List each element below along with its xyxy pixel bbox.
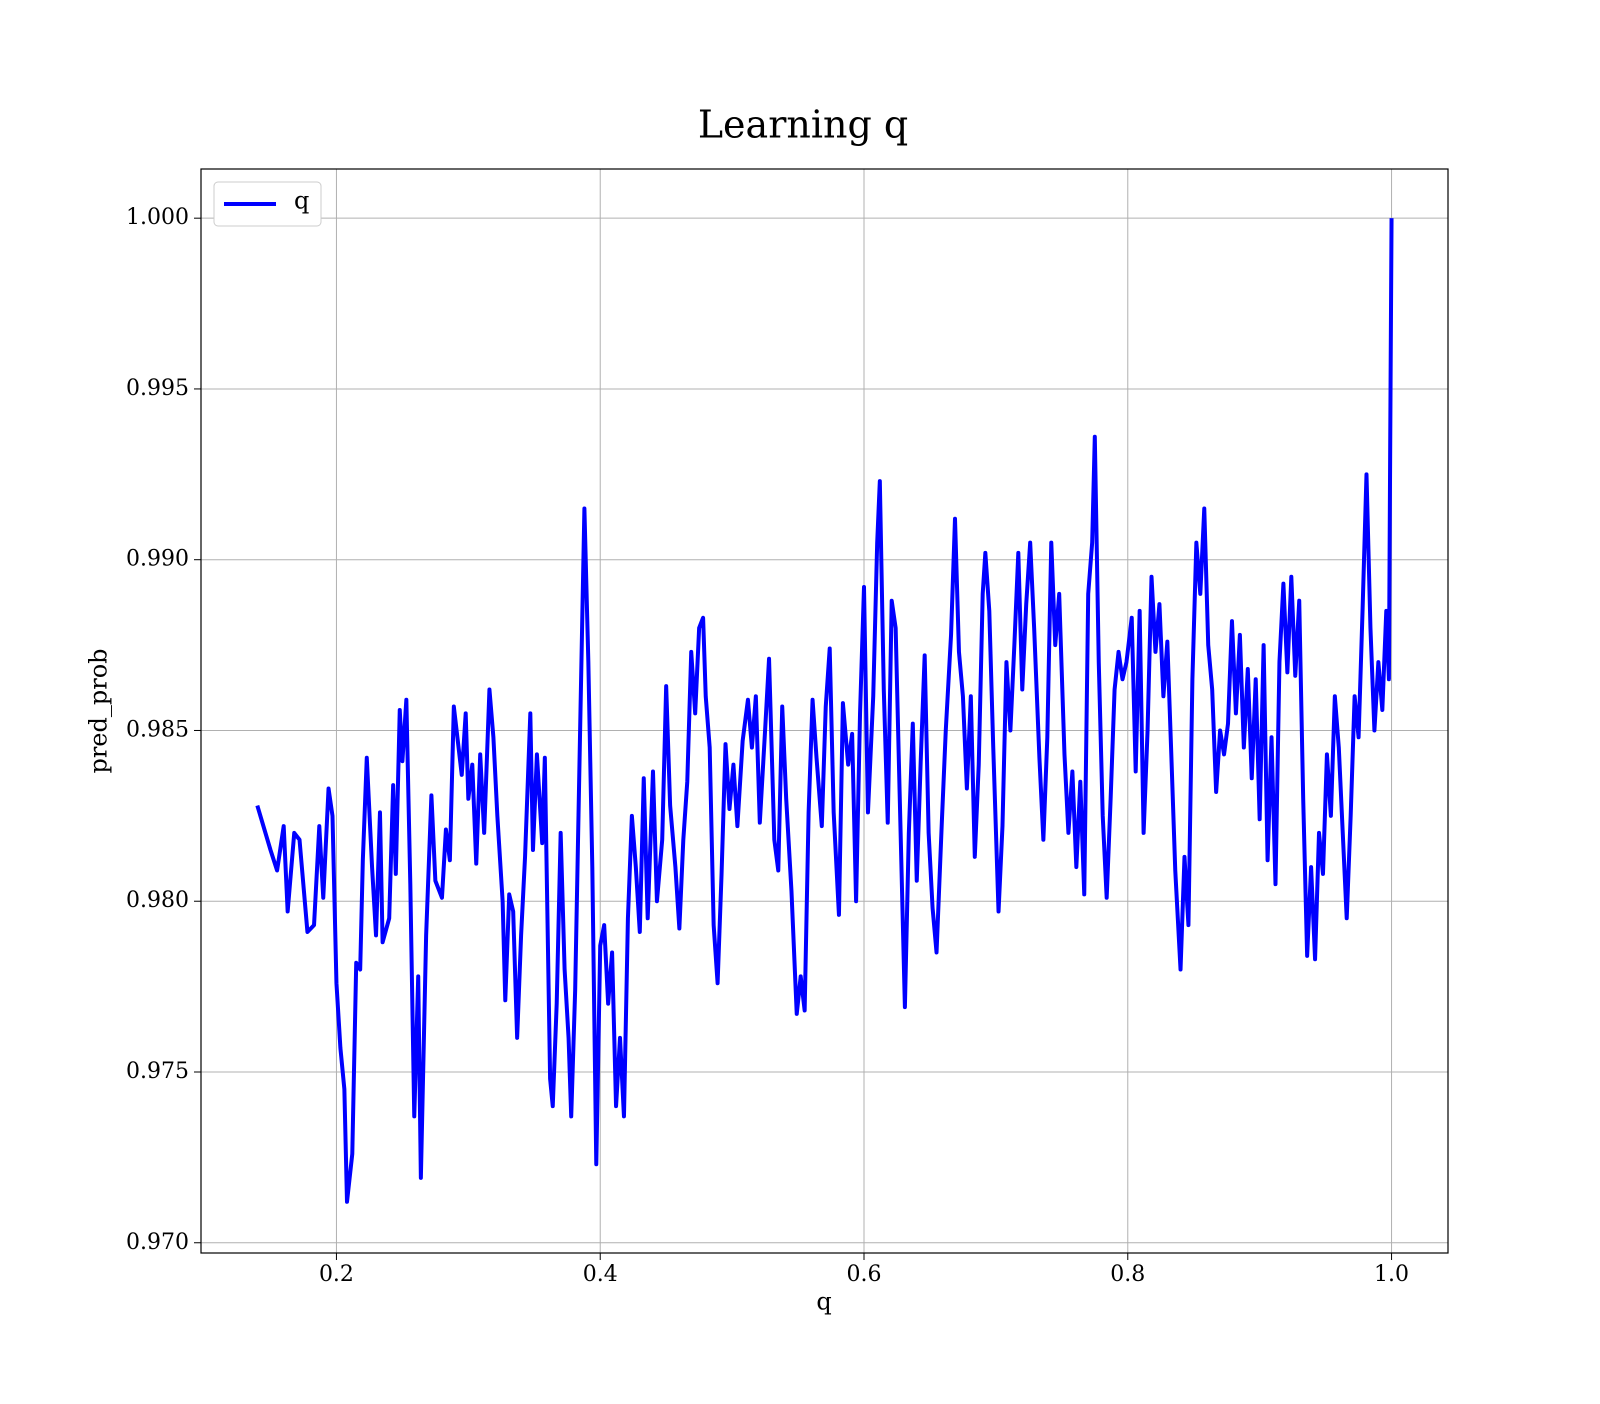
- y-axis-label: pred_prob: [85, 648, 113, 773]
- y-tick-label: 0.995: [126, 376, 189, 401]
- y-tick-label: 0.970: [126, 1230, 189, 1255]
- x-axis-label: q: [816, 1288, 831, 1316]
- y-tick-label: 0.980: [126, 888, 189, 913]
- line-series: [255, 218, 1394, 1204]
- legend-label: q: [294, 187, 309, 215]
- y-tick-label: 1.000: [126, 205, 189, 230]
- y-tick-label: 0.985: [126, 717, 189, 742]
- chart-title: Learning q: [698, 103, 908, 147]
- plot-frame: [200, 168, 1449, 1254]
- y-tick-label: 0.990: [126, 547, 189, 572]
- legend: q: [213, 181, 322, 227]
- x-tick-label: 1.0: [1374, 1262, 1409, 1287]
- x-tick-label: 0.6: [847, 1262, 882, 1287]
- x-tick-label: 0.4: [583, 1262, 618, 1287]
- y-tick-label: 0.975: [126, 1059, 189, 1084]
- x-tick-label: 0.2: [319, 1262, 354, 1287]
- x-tick-label: 0.8: [1110, 1262, 1145, 1287]
